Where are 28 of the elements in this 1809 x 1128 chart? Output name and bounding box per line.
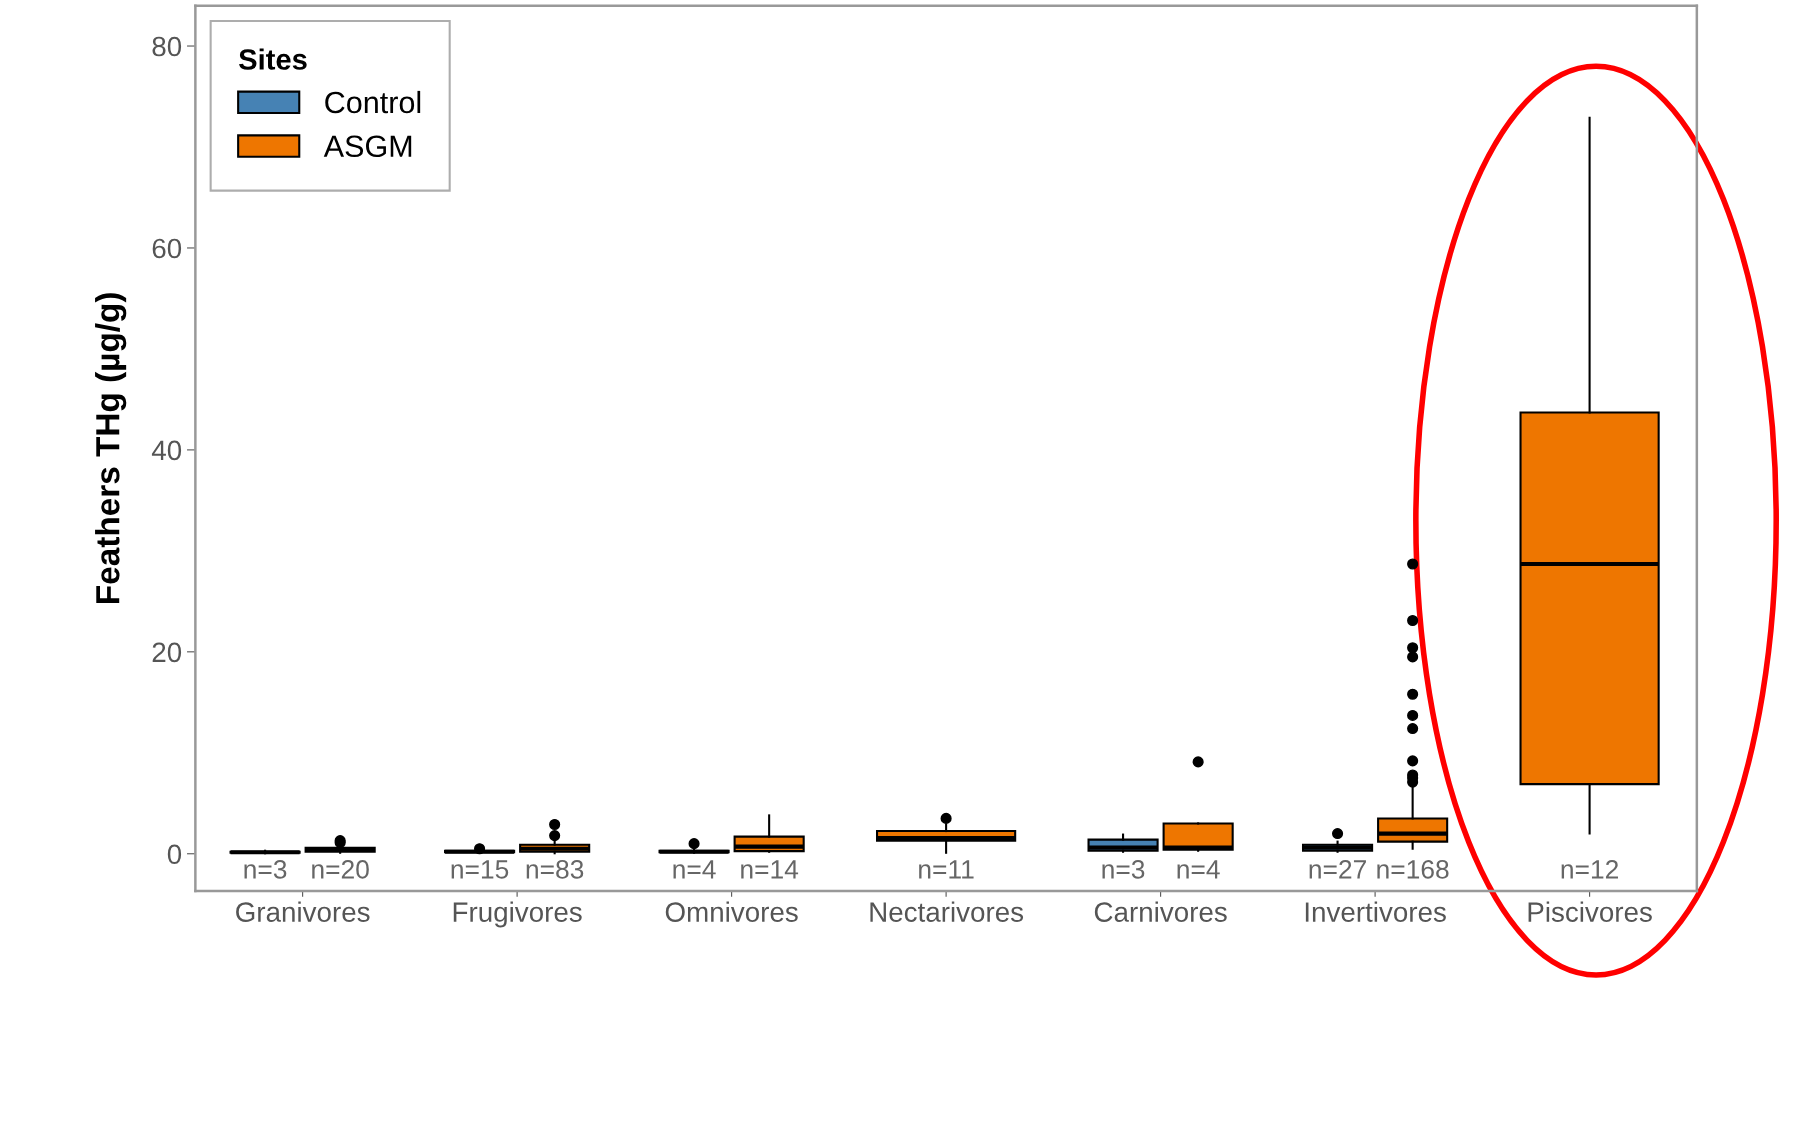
y-axis-title: Feathers THg (µg/g) [95,293,127,603]
y-tick-label: 80 [152,36,182,57]
x-tick-label: Frugivores [453,901,582,928]
x-tick-label: Carnivores [1094,901,1227,922]
annotation: n=83 [526,860,584,879]
x-tick-label: Piscivores [1528,901,1652,922]
annotation: n=168 [1377,860,1449,879]
y-tick-label: 0 [167,844,182,865]
annotation: n=3 [1102,860,1145,879]
annotation: n=27 [1309,860,1366,879]
annotation: n=20 [312,860,369,879]
y-tick-label: 40 [151,440,182,461]
legend-title: Sites [238,48,307,70]
legend-label: ASGM [323,135,412,158]
x-tick-label: Granivores [236,901,370,922]
annotation: n=15 [451,860,509,879]
annotation: n=4 [1177,860,1220,879]
annotation: n=12 [1561,860,1618,879]
annotation: n=11 [919,860,974,879]
annotation: n=14 [741,860,799,879]
y-tick-label: 60 [152,238,182,259]
x-tick-label: Invertivores [1305,901,1446,922]
annotation: n=4 [673,860,716,879]
x-tick-label: Nectarivores [870,901,1024,922]
legend-label: Control [325,90,421,114]
annotation: n=3 [244,860,287,879]
y-tick-label: 20 [152,642,182,663]
x-tick-label: Omnivores [665,901,798,922]
